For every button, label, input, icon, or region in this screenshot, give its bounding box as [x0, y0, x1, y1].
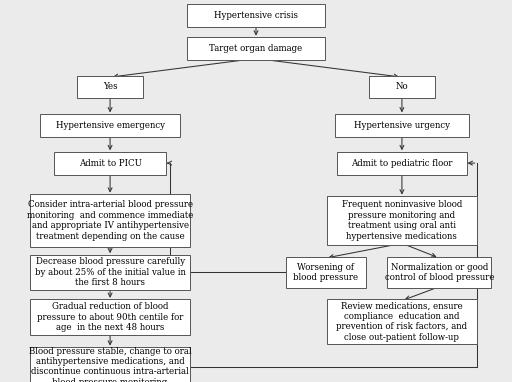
FancyBboxPatch shape: [30, 347, 190, 382]
Text: Admit to PICU: Admit to PICU: [78, 159, 142, 168]
FancyBboxPatch shape: [337, 152, 467, 175]
Text: Hypertensive urgency: Hypertensive urgency: [354, 121, 450, 130]
FancyBboxPatch shape: [369, 76, 435, 98]
FancyBboxPatch shape: [387, 257, 492, 288]
Text: Admit to pediatric floor: Admit to pediatric floor: [351, 159, 453, 168]
Text: Blood pressure stable, change to oral
antihypertensive medications, and
disconti: Blood pressure stable, change to oral an…: [29, 346, 191, 382]
FancyBboxPatch shape: [327, 196, 477, 245]
Text: Review medications, ensure
compliance  education and
prevention of risk factors,: Review medications, ensure compliance ed…: [336, 301, 467, 342]
Text: Hypertensive crisis: Hypertensive crisis: [214, 11, 298, 20]
FancyBboxPatch shape: [335, 114, 469, 137]
Text: Normalization or good
control of blood pressure: Normalization or good control of blood p…: [385, 263, 494, 282]
FancyBboxPatch shape: [30, 194, 190, 247]
FancyBboxPatch shape: [40, 114, 180, 137]
Text: Decrease blood pressure carefully
by about 25% of the initial value in
the first: Decrease blood pressure carefully by abo…: [35, 257, 185, 287]
Text: Target organ damage: Target organ damage: [209, 44, 303, 53]
FancyBboxPatch shape: [30, 299, 190, 335]
Text: Frequent noninvasive blood
pressure monitoring and
treatment using oral anti
hyp: Frequent noninvasive blood pressure moni…: [342, 200, 462, 241]
Text: Gradual reduction of blood
pressure to about 90th centile for
age  in the next 4: Gradual reduction of blood pressure to a…: [37, 302, 183, 332]
Text: Consider intra-arterial blood pressure
monitoring  and commence immediate
and ap: Consider intra-arterial blood pressure m…: [27, 200, 193, 241]
FancyBboxPatch shape: [30, 254, 190, 290]
Text: Hypertensive emergency: Hypertensive emergency: [56, 121, 164, 130]
FancyBboxPatch shape: [187, 4, 325, 27]
FancyBboxPatch shape: [286, 257, 366, 288]
Text: Worsening of
blood pressure: Worsening of blood pressure: [293, 263, 358, 282]
FancyBboxPatch shape: [54, 152, 166, 175]
FancyBboxPatch shape: [77, 76, 143, 98]
FancyBboxPatch shape: [187, 37, 325, 60]
Text: Yes: Yes: [103, 82, 117, 91]
Text: No: No: [396, 82, 408, 91]
FancyBboxPatch shape: [327, 299, 477, 344]
